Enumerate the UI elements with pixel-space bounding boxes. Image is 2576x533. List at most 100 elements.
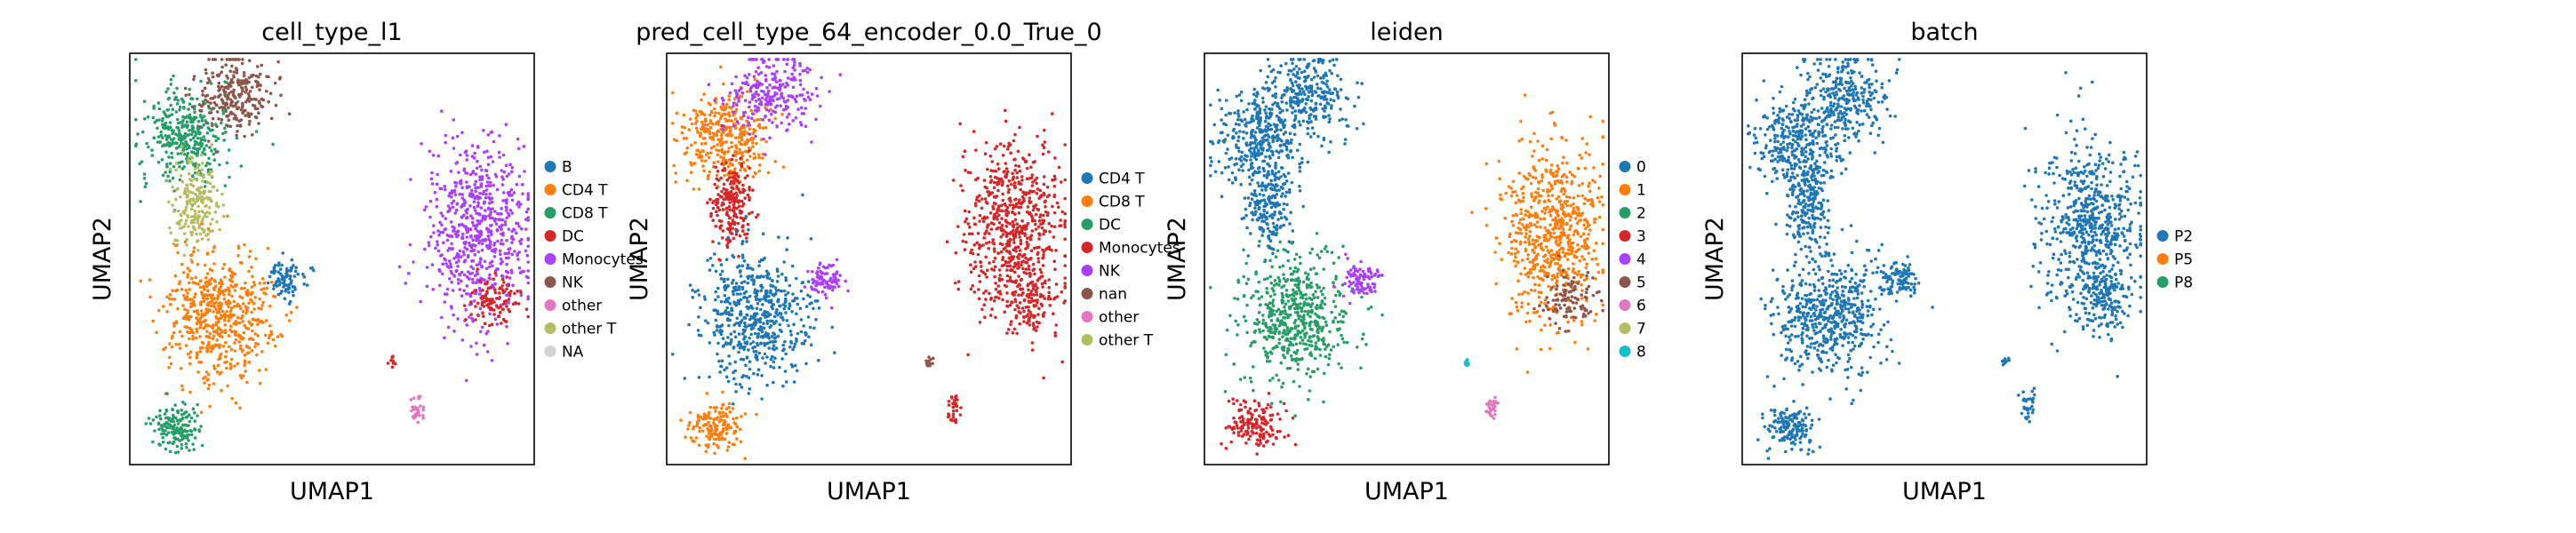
scatter-point: [737, 340, 741, 345]
scatter-point: [267, 336, 271, 340]
scatter-point: [185, 203, 189, 206]
scatter-point: [756, 153, 761, 156]
scatter-point: [206, 386, 211, 391]
scatter-point: [689, 436, 693, 440]
scatter-point: [265, 89, 268, 93]
scatter-point: [192, 77, 196, 82]
scatter-point: [224, 349, 228, 354]
scatter-point: [183, 297, 187, 301]
scatter-point: [696, 148, 700, 152]
scatter-point: [748, 127, 752, 131]
scatter-point: [289, 299, 292, 304]
scatter-point: [505, 324, 508, 329]
scatter-point: [761, 356, 764, 360]
scatter-point: [822, 279, 826, 282]
scatter-point: [480, 248, 484, 252]
scatter-point: [411, 415, 415, 418]
scatter-point: [988, 261, 991, 265]
scatter-point: [985, 229, 988, 233]
scatter-point: [178, 330, 182, 334]
scatter-point: [209, 129, 212, 132]
scatter-point: [522, 269, 525, 274]
scatter-point: [713, 433, 716, 436]
scatter-point: [716, 138, 720, 141]
scatter-point: [722, 131, 725, 134]
scatter-point: [1048, 230, 1052, 234]
scatter-point: [818, 277, 821, 281]
scatter-point: [1042, 376, 1045, 380]
scatter-point: [180, 180, 185, 184]
scatter-point: [954, 402, 957, 405]
scatter-point: [215, 201, 219, 205]
scatter-point: [770, 279, 774, 283]
scatter-point: [717, 438, 722, 442]
scatter-point: [514, 301, 518, 306]
scatter-point: [732, 97, 737, 101]
scatter-point: [189, 328, 194, 332]
scatter-point: [728, 410, 732, 414]
scatter-point: [795, 276, 798, 281]
scatter-point: [150, 148, 154, 152]
scatter-point: [173, 238, 177, 243]
scatter-point: [478, 330, 483, 334]
scatter-point: [260, 304, 264, 307]
scatter-point: [421, 417, 426, 420]
scatter-point: [753, 290, 756, 295]
scatter-point: [476, 159, 479, 163]
scatter-point: [267, 75, 270, 79]
scatter-point: [1019, 238, 1023, 243]
scatter-point: [1052, 225, 1057, 229]
scatter-point: [780, 112, 784, 116]
scatter-point: [171, 407, 174, 411]
scatter-point: [756, 93, 760, 97]
scatter-point: [213, 343, 218, 347]
scatter-point: [468, 172, 473, 177]
scatter-point: [508, 190, 512, 195]
scatter-point: [503, 220, 508, 224]
scatter-point: [1007, 179, 1012, 183]
scatter-point: [703, 298, 707, 301]
scatter-point: [185, 243, 188, 247]
scatter-point: [760, 397, 764, 401]
scatter-point: [1053, 330, 1057, 335]
scatter-point: [500, 227, 503, 232]
scatter-point: [145, 141, 148, 146]
scatter-point: [174, 342, 178, 346]
scatter-point: [446, 325, 451, 330]
scatter-point: [809, 237, 813, 241]
scatter-point: [488, 277, 492, 281]
scatter-point: [1022, 199, 1026, 203]
scatter-point: [196, 370, 200, 374]
scatter-point: [191, 337, 195, 341]
scatter-point: [783, 85, 788, 89]
scatter-point: [250, 299, 254, 304]
scatter-point: [273, 81, 277, 85]
scatter-point: [989, 169, 993, 172]
scatter-point: [240, 81, 244, 84]
scatter-point: [190, 174, 195, 179]
scatter-point: [252, 302, 256, 306]
scatter-point: [796, 302, 800, 306]
scatter-point: [733, 126, 738, 130]
scatter-point: [1012, 241, 1016, 244]
scatter-point: [719, 332, 724, 337]
scatter-point: [820, 76, 823, 80]
scatter-point: [271, 338, 276, 342]
scatter-point: [471, 193, 476, 197]
scatter-point: [196, 249, 200, 252]
scatter-point: [167, 416, 171, 420]
scatter-point: [186, 151, 190, 155]
scatter-point: [721, 403, 724, 407]
scatter-point: [683, 126, 686, 130]
scatter-point: [183, 222, 188, 226]
scatter-point: [974, 178, 978, 182]
scatter-point: [1060, 180, 1063, 184]
scatter-point: [186, 266, 189, 270]
scatter-point: [256, 322, 260, 327]
scatter-point: [247, 255, 252, 259]
scatter-point: [768, 325, 772, 330]
scatter-point: [1055, 201, 1060, 205]
scatter-point: [182, 271, 186, 274]
scatter-point: [734, 158, 738, 163]
scatter-point: [796, 107, 800, 111]
